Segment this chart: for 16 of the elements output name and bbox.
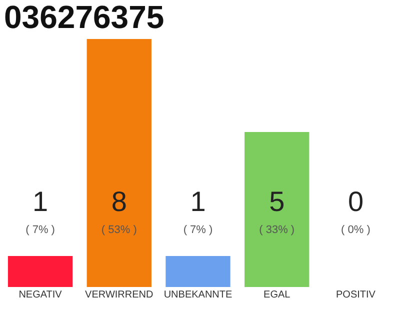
data-label: 1: [190, 186, 206, 217]
x-tick-label: EGAL: [264, 290, 291, 300]
annotation: ( 53% ): [101, 224, 137, 236]
data-label: 8: [111, 186, 127, 217]
x-tick-label: NEGATIV: [18, 290, 62, 300]
data-label: 5: [269, 186, 285, 217]
x-tick-label: VERWIRREND: [85, 290, 154, 300]
annotation: ( 33% ): [259, 224, 295, 236]
annotation: ( 0% ): [341, 224, 370, 236]
data-label: 1: [32, 186, 48, 217]
data-label: 0: [348, 186, 364, 217]
chart-title: 036276375: [4, 0, 164, 35]
annotation: ( 7% ): [26, 224, 55, 236]
x-tick-label: POSITIV: [336, 290, 376, 300]
annotation: ( 7% ): [183, 224, 213, 236]
x-tick-label: UNBEKANNTE: [164, 290, 232, 300]
